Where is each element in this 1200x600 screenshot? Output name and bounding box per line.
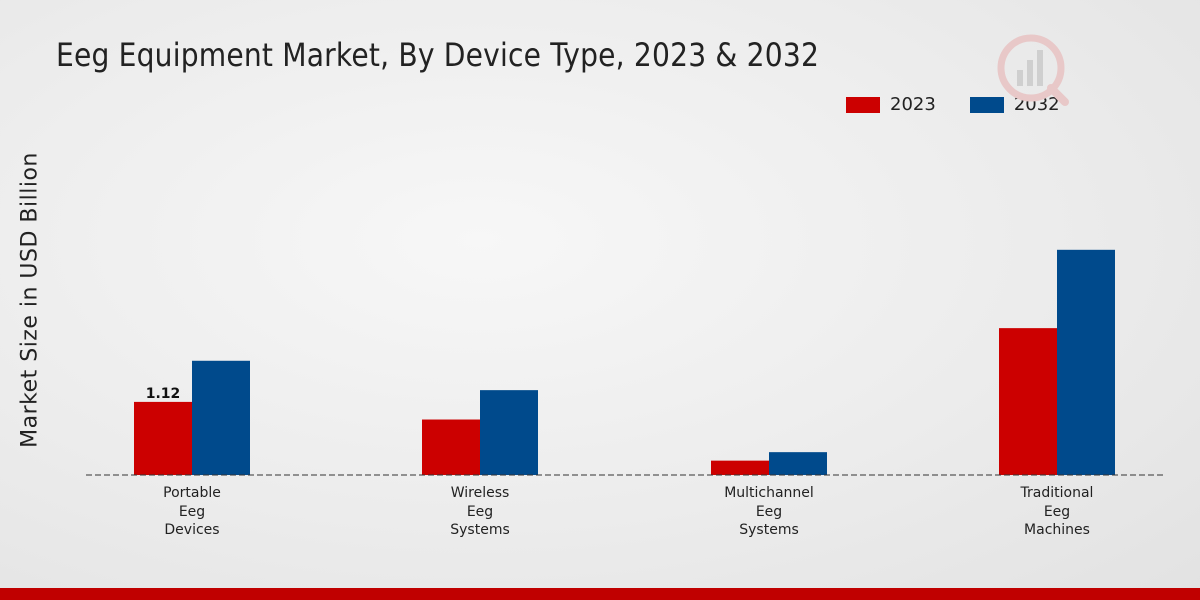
legend-item-2023: 2023 xyxy=(846,94,936,115)
bar-2032-portable-eeg-devices xyxy=(192,360,250,475)
x-tick-label-multichannel-eeg-systems: Multichannel Eeg Systems xyxy=(724,485,814,538)
bar-2023-traditional-eeg-machines xyxy=(999,328,1057,475)
watermark-logo-icon xyxy=(997,34,1069,106)
bar-2023-wireless-eeg-systems xyxy=(422,419,480,475)
legend-swatch-2023 xyxy=(846,96,880,113)
x-tick-label-portable-eeg-devices: Portable Eeg Devices xyxy=(163,485,221,538)
legend-label-2023: 2023 xyxy=(890,94,936,115)
legend-swatch-2032 xyxy=(969,96,1004,113)
bar-2023-portable-eeg-devices xyxy=(134,401,192,475)
bar-2032-traditional-eeg-machines xyxy=(1057,249,1115,475)
bar-2032-wireless-eeg-systems xyxy=(480,390,538,475)
bar-2023-multichannel-eeg-systems xyxy=(711,460,769,475)
bars-group xyxy=(134,249,1115,475)
footer-bar xyxy=(0,588,1200,600)
bar-2032-multichannel-eeg-systems xyxy=(769,452,827,475)
x-tick-label-wireless-eeg-systems: Wireless Eeg Systems xyxy=(450,485,510,538)
x-tick-label-traditional-eeg-machines: Traditional Eeg Machines xyxy=(1020,485,1094,538)
data-label-0: 1.12 xyxy=(146,386,181,402)
chart-title: Eeg Equipment Market, By Device Type, 20… xyxy=(56,36,820,74)
data-labels-group: 1.12 xyxy=(146,386,181,402)
